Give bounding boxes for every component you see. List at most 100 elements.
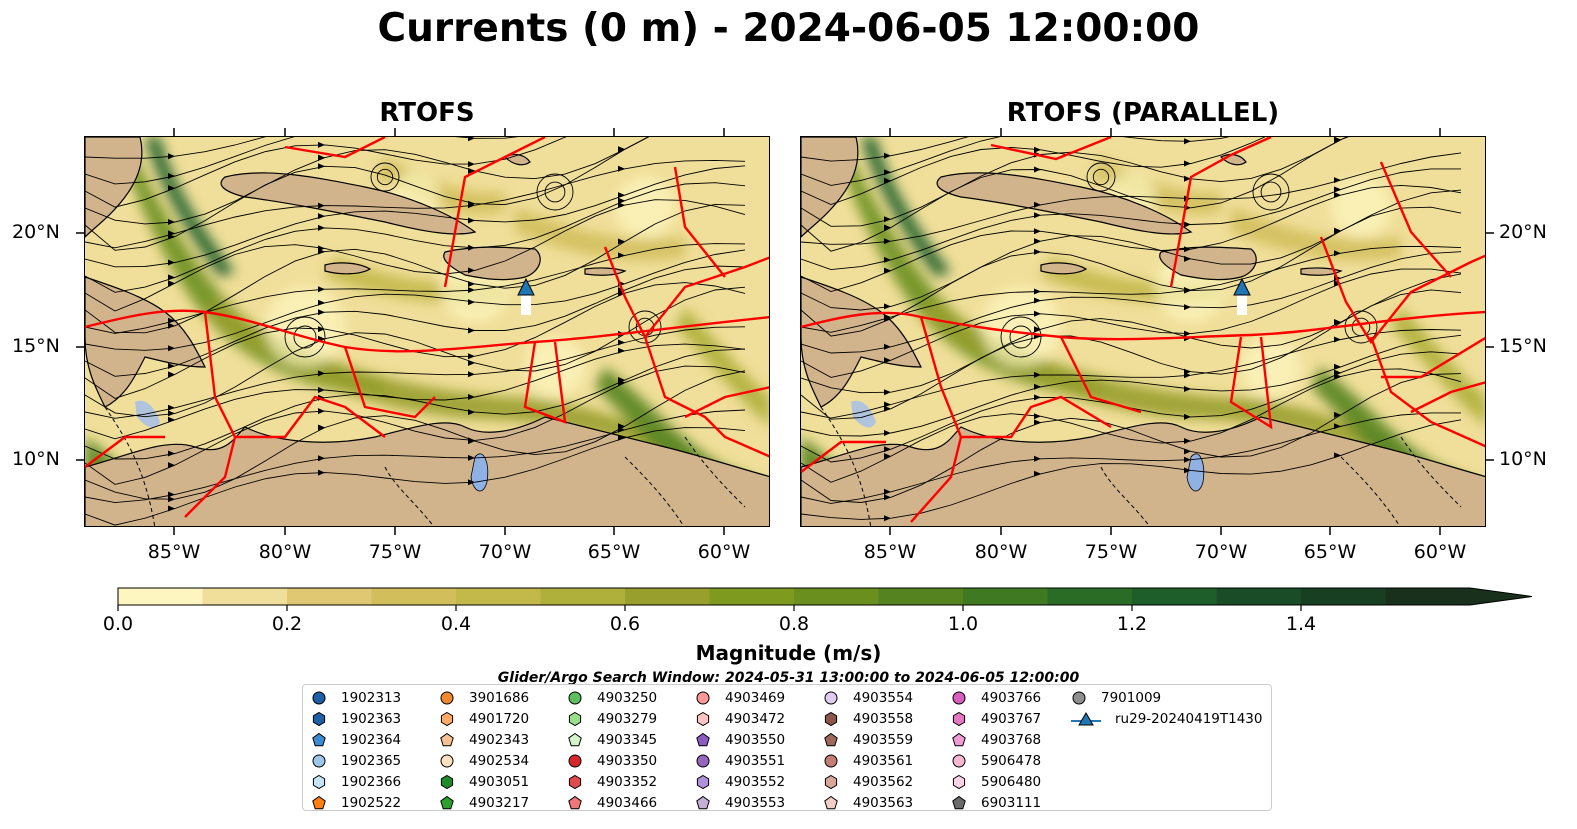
circle-marker-icon [696, 754, 710, 768]
hexagon-marker-icon [952, 711, 966, 727]
colorbar-segment [1216, 588, 1302, 605]
colorbar-segment [1385, 588, 1471, 605]
legend-item-label: 4903553 [725, 795, 786, 811]
legend-item: 4901720 [439, 709, 529, 729]
legend-item: 1902363 [311, 709, 401, 729]
colorbar-tick-label: 0.2 [271, 613, 303, 635]
colorbar-tick-label: 0.0 [102, 613, 134, 635]
lon-tick-label: 75°W [368, 541, 422, 563]
legend-item: 6903111 [951, 793, 1041, 813]
lat-tick-label-right: 20°N [1499, 221, 1547, 243]
hexagon-marker-icon [312, 774, 326, 790]
colorbar-segment [1301, 588, 1386, 605]
legend-item: 7901009 [1071, 688, 1161, 708]
lat-tick-label-left: 20°N [12, 221, 60, 243]
legend: 1902313 1902363 1902364 1902365 1902366 19025… [302, 684, 1272, 811]
legend-item-label: 4903345 [597, 732, 658, 748]
legend-item: 5906480 [951, 772, 1041, 792]
legend-item-label: ru29-20240419T1430 [1115, 711, 1263, 727]
legend-item: 4903561 [823, 751, 913, 771]
legend-item: 4903553 [695, 793, 785, 813]
colorbar-tick-label: 1.4 [1285, 613, 1317, 635]
map-canvas [85, 137, 769, 526]
colorbar-segment [540, 588, 626, 605]
circle-marker-icon [568, 691, 582, 705]
legend-item: 4903554 [823, 688, 913, 708]
hexagon-marker-icon [440, 774, 454, 790]
legend-item: 1902364 [311, 730, 401, 750]
legend-item: 1902365 [311, 751, 401, 771]
figure-title: Currents (0 m) - 2024-06-05 12:00:00 [377, 6, 1200, 51]
lon-tick-label: 80°W [258, 541, 312, 563]
colorbar-tick-label: 0.8 [778, 613, 810, 635]
pentagon-marker-icon [440, 795, 454, 810]
legend-item: 4903469 [695, 688, 785, 708]
legend-item-label: 5906480 [981, 774, 1042, 790]
legend-item: 4903768 [951, 730, 1041, 750]
legend-item: 3901686 [439, 688, 529, 708]
legend-item: 1902522 [311, 793, 401, 813]
map-panel-rtofs[interactable] [84, 136, 770, 527]
lon-tick-label: 85°W [863, 541, 917, 563]
circle-marker-icon [1072, 691, 1086, 705]
legend-item: 4903550 [695, 730, 785, 750]
pentagon-marker-icon [824, 732, 838, 747]
lat-tick-label-left: 10°N [12, 448, 60, 470]
legend-item-label: 6903111 [981, 795, 1042, 811]
colorbar-tick-label: 1.2 [1116, 613, 1148, 635]
legend-item: 4903562 [823, 772, 913, 792]
colorbar-segment [287, 588, 372, 605]
colorbar-extend-arrow [1470, 588, 1532, 605]
legend-item-label: 4903350 [597, 753, 658, 769]
legend-item: 4903051 [439, 772, 529, 792]
legend-item: 4903466 [567, 793, 657, 813]
legend-item-label: 1902313 [341, 690, 402, 706]
panel-title-left: RTOFS [379, 98, 475, 128]
legend-item-label: 4903767 [981, 711, 1042, 727]
legend-item-label: 4903559 [853, 732, 914, 748]
legend-item: 4903563 [823, 793, 913, 813]
colorbar-segment [1047, 588, 1133, 605]
map-panel-rtofs-parallel[interactable] [800, 136, 1486, 527]
lon-tick-label: 60°W [697, 541, 751, 563]
legend-item: 4902534 [439, 751, 529, 771]
hexagon-marker-icon [440, 711, 454, 727]
hexagon-marker-icon [568, 711, 582, 727]
colorbar-segment [371, 588, 457, 605]
legend-item: 4903552 [695, 772, 785, 792]
legend-item: 4903551 [695, 751, 785, 771]
legend-item-label: 4903472 [725, 711, 786, 727]
colorbar-segment [202, 588, 288, 605]
pentagon-marker-icon [568, 732, 582, 747]
legend-item: 4903279 [567, 709, 657, 729]
lon-tick-label: 70°W [478, 541, 532, 563]
colorbar-segment [1132, 588, 1217, 605]
legend-title: Glider/Argo Search Window: 2024-05-31 13… [497, 670, 1080, 686]
legend-item-label: 4901720 [469, 711, 530, 727]
legend-item-label: 4903563 [853, 795, 914, 811]
hexagon-marker-icon [312, 711, 326, 727]
pentagon-marker-icon [952, 795, 966, 810]
circle-marker-icon [312, 691, 326, 705]
lon-tick-label: 65°W [1303, 541, 1357, 563]
triangle-line-marker-icon [1071, 712, 1101, 726]
legend-item-label: 4903550 [725, 732, 786, 748]
legend-item-label: 4903768 [981, 732, 1042, 748]
legend-item: 1902313 [311, 688, 401, 708]
legend-item-label: 4903051 [469, 774, 530, 790]
lon-tick-label: 85°W [147, 541, 201, 563]
colorbar-segment [709, 588, 795, 605]
legend-item: 4903217 [439, 793, 529, 813]
legend-item: 4903558 [823, 709, 913, 729]
colorbar-segment [878, 588, 964, 605]
legend-item-label: 4903562 [853, 774, 914, 790]
pentagon-marker-icon [952, 732, 966, 747]
legend-item: 1902366 [311, 772, 401, 792]
circle-marker-icon [952, 691, 966, 705]
pentagon-marker-icon [440, 732, 454, 747]
legend-item-label: 4903554 [853, 690, 914, 706]
lon-tick-label: 60°W [1413, 541, 1467, 563]
legend-item: 4903766 [951, 688, 1041, 708]
legend-item-label: 4903551 [725, 753, 786, 769]
legend-item-label: 1902364 [341, 732, 402, 748]
